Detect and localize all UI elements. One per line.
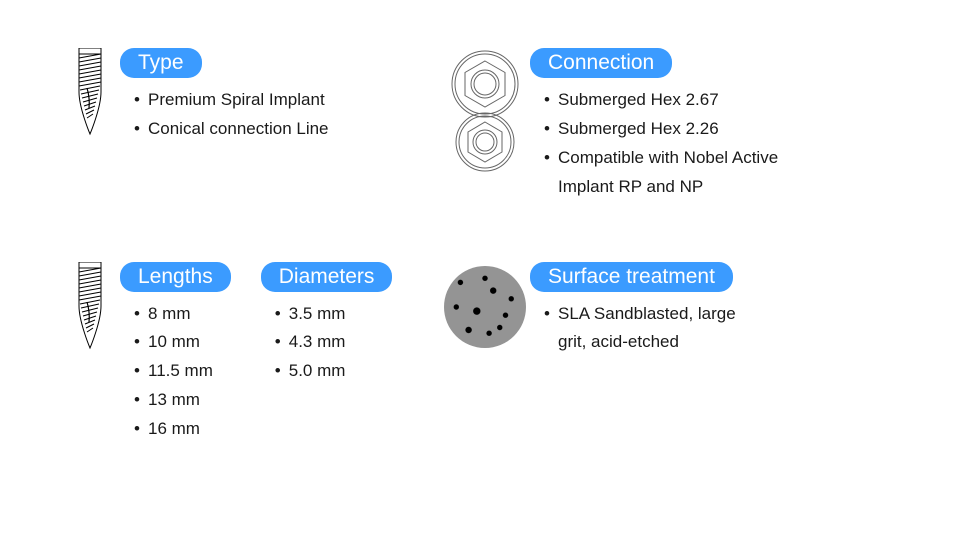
surface-pill: Surface treatment bbox=[530, 262, 733, 292]
implant-icon bbox=[60, 48, 120, 136]
list-item: Conical connection Line bbox=[134, 115, 440, 144]
list-item: SLA Sandblasted, large grit, acid-etched bbox=[544, 300, 764, 358]
diameters-pill: Diameters bbox=[261, 262, 393, 292]
list-item: 3.5 mm bbox=[275, 300, 393, 329]
connection-pill: Connection bbox=[530, 48, 672, 78]
list-item: Submerged Hex 2.67 bbox=[544, 86, 900, 115]
list-item: 5.0 mm bbox=[275, 357, 393, 386]
list-item: 4.3 mm bbox=[275, 328, 393, 357]
lengths-pill: Lengths bbox=[120, 262, 231, 292]
list-item: Submerged Hex 2.26 bbox=[544, 115, 900, 144]
row-1: Type Premium Spiral Implant Conical conn… bbox=[60, 48, 900, 202]
list-item: 10 mm bbox=[134, 328, 231, 357]
lengths-col: Lengths 8 mm 10 mm 11.5 mm 13 mm 16 mm bbox=[120, 262, 231, 444]
list-item: 11.5 mm bbox=[134, 357, 231, 386]
surface-texture-icon bbox=[440, 262, 530, 348]
list-item: Compatible with Nobel Active Implant RP … bbox=[544, 144, 804, 202]
list-item: 13 mm bbox=[134, 386, 231, 415]
type-list: Premium Spiral Implant Conical connectio… bbox=[120, 86, 440, 144]
diameters-list: 3.5 mm 4.3 mm 5.0 mm bbox=[261, 300, 393, 387]
cell-type: Type Premium Spiral Implant Conical conn… bbox=[60, 48, 440, 144]
list-item: Premium Spiral Implant bbox=[134, 86, 440, 115]
list-item: 8 mm bbox=[134, 300, 231, 329]
cell-lengths-diameters: Lengths 8 mm 10 mm 11.5 mm 13 mm 16 mm D… bbox=[60, 262, 440, 444]
connection-content: Connection Submerged Hex 2.67 Submerged … bbox=[530, 48, 900, 202]
surface-list: SLA Sandblasted, large grit, acid-etched bbox=[530, 300, 900, 358]
row-2: Lengths 8 mm 10 mm 11.5 mm 13 mm 16 mm D… bbox=[60, 262, 900, 444]
type-pill: Type bbox=[120, 48, 202, 78]
implant-icon bbox=[60, 262, 120, 350]
diameters-col: Diameters 3.5 mm 4.3 mm 5.0 mm bbox=[261, 262, 393, 444]
connection-list: Submerged Hex 2.67 Submerged Hex 2.26 Co… bbox=[530, 86, 900, 202]
list-item: 16 mm bbox=[134, 415, 231, 444]
surface-content: Surface treatment SLA Sandblasted, large… bbox=[530, 262, 900, 358]
cell-connection: Connection Submerged Hex 2.67 Submerged … bbox=[440, 48, 900, 202]
cell-surface: Surface treatment SLA Sandblasted, large… bbox=[440, 262, 900, 358]
hex-connection-icon bbox=[440, 48, 530, 176]
lengths-list: 8 mm 10 mm 11.5 mm 13 mm 16 mm bbox=[120, 300, 231, 444]
lengths-diameters-content: Lengths 8 mm 10 mm 11.5 mm 13 mm 16 mm D… bbox=[120, 262, 440, 444]
type-content: Type Premium Spiral Implant Conical conn… bbox=[120, 48, 440, 144]
